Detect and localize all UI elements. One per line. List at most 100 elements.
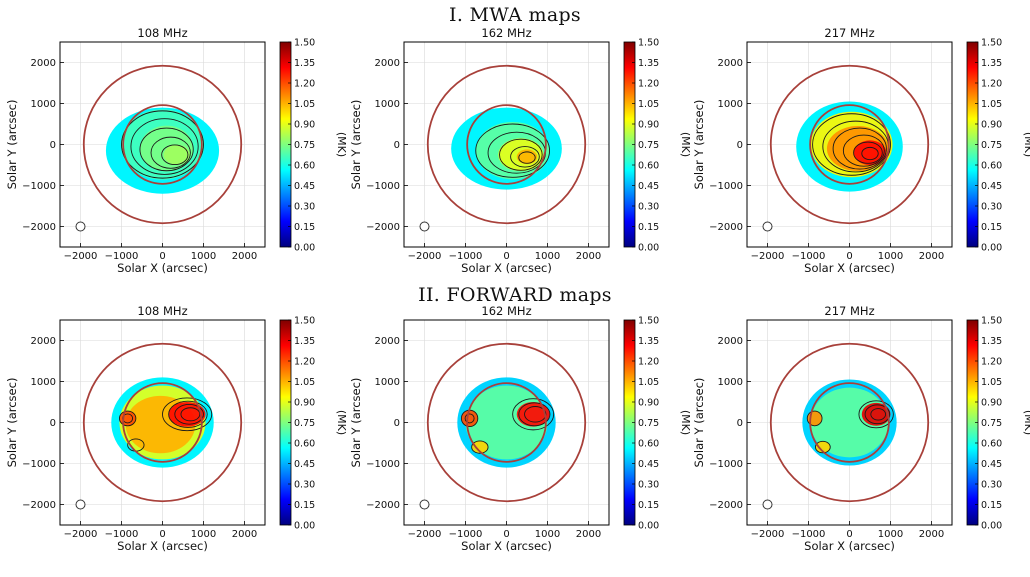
y-tick-label: −2000 — [366, 222, 400, 233]
colorbar-tick-label: 0.90 — [294, 120, 315, 131]
colorbar-tick-label: 0.00 — [638, 243, 659, 254]
x-tick-label: 0 — [159, 251, 165, 262]
y-tick-label: 1000 — [718, 377, 743, 388]
y-tick-label: −1000 — [366, 181, 400, 192]
colorbar-tick-label: 0.90 — [981, 120, 1002, 131]
colorbar-tick-label: 0.30 — [294, 480, 315, 491]
contour-line — [858, 400, 894, 429]
x-tick-label: 0 — [503, 529, 509, 540]
y-tick-label: 2000 — [375, 58, 400, 69]
colorbar-tick-label: 1.50 — [981, 316, 1002, 327]
colorbar-tick-label: 1.05 — [981, 99, 1002, 110]
limb-circle — [769, 342, 930, 503]
contour-line — [518, 402, 551, 427]
y-tick-label: 1000 — [31, 99, 56, 110]
contour-line — [471, 440, 489, 454]
x-tick-label: 0 — [846, 251, 852, 262]
x-tick-label: 1000 — [191, 251, 216, 262]
limb-circle — [82, 342, 243, 503]
colorbar-tick-label: 1.20 — [981, 79, 1002, 90]
colorbar-tick-label: 1.50 — [294, 316, 315, 327]
y-tick-label: 1000 — [31, 377, 56, 388]
colorbar-tick-label: 0.90 — [294, 398, 315, 409]
plot-area — [419, 342, 587, 510]
y-axis-label: Solar Y (arcsec) — [692, 100, 706, 190]
contour-line — [119, 410, 137, 427]
colorbar-tick-label: 1.20 — [638, 79, 659, 90]
x-tick-label: −1000 — [792, 529, 826, 540]
panel-title: 108 MHz — [137, 304, 187, 318]
chart-panel-1: −2000 −1000 0 1000 2000 −2000 −1000 0 1000 2000 16… — [349, 26, 692, 275]
y-axis-label: Solar Y (arcsec) — [349, 378, 363, 468]
plot-area — [75, 64, 243, 232]
colorbar-tick-label: 0.60 — [638, 439, 659, 450]
y-tick-label: −2000 — [22, 222, 56, 233]
y-tick-label: −2000 — [709, 500, 743, 511]
colorbar-tick-label: 0.15 — [981, 500, 1002, 511]
y-tick-label: −1000 — [22, 181, 56, 192]
contour-line — [180, 407, 201, 422]
colorbar-tick-label: 0.45 — [294, 181, 315, 192]
colorbar-tick-label: 0.75 — [981, 418, 1002, 429]
colorbar-tick-label: 1.20 — [294, 357, 315, 368]
colorbar-tick-label: 0.90 — [638, 398, 659, 409]
chart-panel-3: −2000 −1000 0 1000 2000 −2000 −1000 0 1000 2000 10… — [5, 304, 348, 553]
colorbar-tick-label: 0.90 — [638, 120, 659, 131]
y-tick-label: 0 — [50, 140, 56, 151]
x-axis-label: Solar X (arcsec) — [461, 539, 552, 553]
colorbar-tick-label: 0.60 — [981, 161, 1002, 172]
panel-title: 162 MHz — [481, 304, 531, 318]
emission-region — [853, 140, 887, 165]
x-tick-label: 1000 — [191, 529, 216, 540]
colorbar-tick-label: 1.05 — [294, 99, 315, 110]
colorbar-unit-label: (MK) — [335, 410, 348, 435]
x-tick-label: −2000 — [751, 251, 785, 262]
limb-circle — [426, 342, 587, 503]
emission-region — [815, 441, 831, 453]
colorbar-tick-label: 1.50 — [638, 316, 659, 327]
limb-circle — [809, 382, 890, 463]
colorbar-tick-label: 0.75 — [638, 418, 659, 429]
colorbar-tick-label: 0.15 — [638, 222, 659, 233]
contour-line — [853, 141, 883, 164]
section-title-forward: II. FORWARD maps — [418, 284, 612, 306]
plot-area — [762, 64, 930, 232]
contour-line — [812, 113, 891, 176]
limb-circle — [82, 64, 243, 225]
y-tick-label: −2000 — [366, 500, 400, 511]
colorbar-tick-label: 0.75 — [638, 140, 659, 151]
y-tick-label: 2000 — [718, 58, 743, 69]
colorbar-tick-label: 0.30 — [294, 202, 315, 213]
contour-line — [518, 151, 536, 164]
x-tick-label: 1000 — [878, 251, 903, 262]
contour-line — [510, 146, 540, 168]
x-tick-label: 2000 — [576, 251, 601, 262]
colorbar-tick-label: 1.05 — [981, 377, 1002, 388]
colorbar-unit-label: (MK) — [679, 132, 692, 157]
colorbar-tick-label: 1.20 — [638, 357, 659, 368]
beam-marker — [75, 221, 86, 232]
colorbar-tick-label: 0.75 — [294, 140, 315, 151]
y-tick-label: 1000 — [375, 99, 400, 110]
colorbar-unit-label: (MK) — [1022, 410, 1030, 435]
x-tick-label: −1000 — [449, 251, 483, 262]
colorbar-tick-label: 0.45 — [981, 459, 1002, 470]
x-tick-label: 2000 — [576, 529, 601, 540]
y-tick-label: 0 — [737, 140, 743, 151]
x-axis-label: Solar X (arcsec) — [804, 539, 895, 553]
x-axis-label: Solar X (arcsec) — [804, 261, 895, 275]
y-axis-label: Solar Y (arcsec) — [349, 100, 363, 190]
beam-marker — [762, 221, 773, 232]
limb-circle — [426, 64, 587, 225]
x-tick-label: −2000 — [408, 529, 442, 540]
limb-circle — [122, 104, 203, 185]
x-axis-label: Solar X (arcsec) — [117, 539, 208, 553]
y-tick-label: 0 — [394, 140, 400, 151]
x-tick-label: −2000 — [64, 251, 98, 262]
colorbar-tick-label: 0.15 — [638, 500, 659, 511]
y-tick-label: −1000 — [366, 459, 400, 470]
colorbar-tick-label: 0.60 — [294, 161, 315, 172]
colorbar-tick-label: 1.50 — [638, 38, 659, 49]
x-tick-label: −2000 — [64, 529, 98, 540]
contour-line — [512, 398, 555, 431]
